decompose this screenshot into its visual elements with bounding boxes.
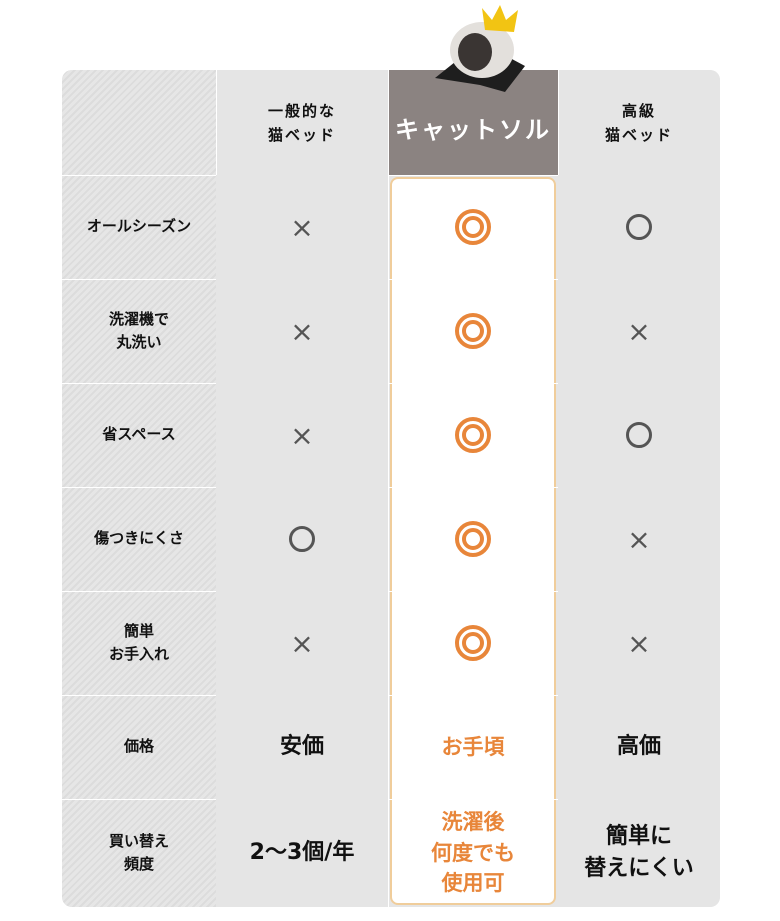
cell-text: 高価 [616,734,661,760]
row-label: 傷つきにくさ [62,487,216,591]
table-cell: 2〜3個/年 [216,799,388,907]
double-circle-icon [455,209,491,245]
table-cell [558,383,720,487]
cross-icon: × [290,314,314,348]
comparison-table: 一般的な 猫ベッド キャットソル 高級 猫ベッド オールシーズン × 洗濯機で 丸洗… [62,70,720,907]
double-circle-icon [455,521,491,557]
header-premium-bed: 高級 猫ベッド [558,70,720,175]
cross-icon: × [627,314,651,348]
table-cell [216,487,388,591]
cell-text: 洗濯後 何度でも 使用可 [431,810,515,896]
row-divider [62,799,720,800]
cross-icon: × [627,522,651,556]
table-cell: 洗濯後 何度でも 使用可 [388,799,558,907]
row-label: 価格 [62,695,216,799]
table-cell [388,175,558,279]
table-cell [388,591,558,695]
circle-icon [289,526,315,552]
table-cell: × [216,175,388,279]
row-label: 洗濯機で 丸洗い [62,279,216,383]
row-divider [62,487,720,488]
row-label: オールシーズン [62,175,216,279]
cell-text: お手頃 [441,734,505,759]
double-circle-icon [455,625,491,661]
header-catsol: キャットソル [388,70,558,175]
table-cell: × [216,383,388,487]
cross-icon: × [627,626,651,660]
catsol-product-crown-image [435,5,525,92]
double-circle-icon [455,313,491,349]
corner-cell [62,70,216,175]
cross-icon: × [290,210,314,244]
row-divider [62,383,720,384]
table-cell [388,279,558,383]
row-divider [62,175,720,176]
row-divider [62,591,720,592]
table-cell [558,175,720,279]
circle-icon [626,214,652,240]
table-cell: お手頃 [388,695,558,799]
table-cell [388,383,558,487]
cell-text: 2〜3個/年 [249,840,355,866]
table-cell: × [558,487,720,591]
row-divider [62,695,720,696]
table-cell: 高価 [558,695,720,799]
cross-icon: × [290,418,314,452]
table-cell: 簡単に 替えにくい [558,799,720,907]
table-cell [388,487,558,591]
double-circle-icon [455,417,491,453]
table-cell: × [216,279,388,383]
row-label: 省スペース [62,383,216,487]
table-cell: × [216,591,388,695]
circle-icon [626,422,652,448]
row-label: 買い替え 頻度 [62,799,216,907]
row-label: 簡単 お手入れ [62,591,216,695]
cell-text: 簡単に 替えにくい [584,824,694,881]
table-cell: × [558,591,720,695]
table-cell: 安価 [216,695,388,799]
header-general-bed: 一般的な 猫ベッド [216,70,388,175]
table-cell: × [558,279,720,383]
highlight-column [390,177,556,905]
column-divider [388,70,389,907]
row-divider [62,279,720,280]
cell-text: 安価 [279,734,324,760]
cross-icon: × [290,626,314,660]
